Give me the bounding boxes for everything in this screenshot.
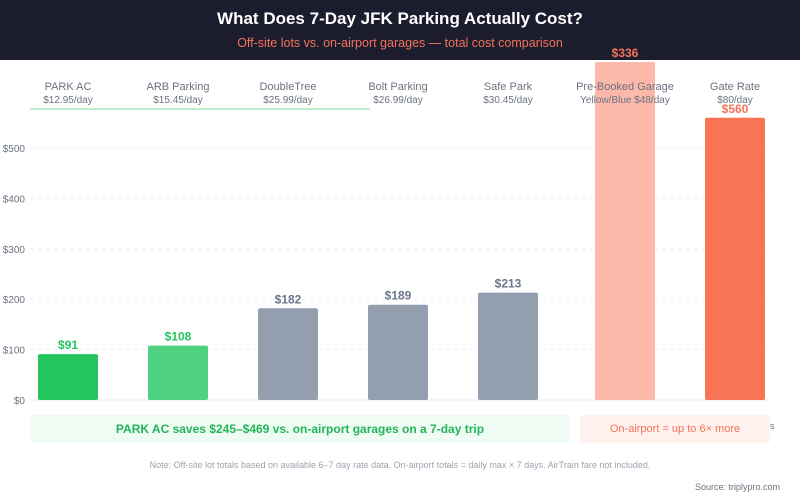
category-name: Safe Park bbox=[483, 81, 533, 93]
daily-rate: $12.95/day bbox=[43, 95, 93, 106]
data-label: $213 bbox=[495, 277, 522, 291]
bar-bolt-parking bbox=[368, 304, 428, 400]
category-label: Bolt Parking $26.99/day bbox=[328, 81, 468, 106]
y-tick-label: $100 bbox=[3, 346, 26, 357]
category-name: Pre-Booked Garage bbox=[576, 81, 674, 93]
chart-subtitle: Off-site lots vs. on-airport garages — t… bbox=[237, 36, 563, 50]
y-tick-label: $400 bbox=[3, 194, 26, 205]
category-label: ARB Parking $15.45/day bbox=[108, 81, 248, 106]
data-label-overlay: $336 bbox=[611, 46, 639, 60]
data-label: $91 bbox=[58, 338, 78, 352]
category-label: Gate Rate $80/day bbox=[665, 81, 800, 106]
category-name: Gate Rate bbox=[709, 81, 761, 93]
onairport-callout: On-airport = up to 6× more bbox=[580, 415, 770, 443]
y-tick-label: $0 bbox=[14, 396, 26, 407]
y-tick-label: $200 bbox=[3, 295, 26, 306]
bars bbox=[38, 62, 765, 400]
daily-rate: Yellow/Blue $48/day bbox=[580, 95, 670, 106]
category-label: PARK AC $12.95/day bbox=[0, 81, 138, 106]
y-tick-label: $500 bbox=[3, 144, 26, 155]
source-credit: Source: triplypro.com bbox=[694, 482, 780, 492]
category-label: Safe Park $30.45/day bbox=[438, 81, 578, 106]
offsite-group-underline bbox=[30, 108, 370, 110]
data-label: $189 bbox=[385, 289, 412, 303]
data-label: $108 bbox=[165, 330, 192, 344]
bar-safe-park bbox=[478, 292, 538, 400]
category-label: DoubleTree $25.99/day bbox=[218, 81, 358, 106]
data-label: $560 bbox=[722, 102, 749, 116]
daily-rate: $30.45/day bbox=[483, 95, 533, 106]
daily-rate: $15.45/day bbox=[153, 95, 203, 106]
savings-callout: PARK AC saves $245–$469 vs. on-airport g… bbox=[30, 415, 570, 443]
bar-doubletree bbox=[258, 308, 318, 400]
category-name: DoubleTree bbox=[259, 81, 317, 93]
bar-gate-rate bbox=[705, 117, 765, 400]
daily-rate: $80/day bbox=[717, 95, 753, 106]
category-name: Bolt Parking bbox=[368, 81, 428, 93]
header-banner: What Does 7-Day JFK Parking Actually Cos… bbox=[0, 0, 800, 60]
daily-rate: $26.99/day bbox=[373, 95, 423, 106]
y-tick-label: $300 bbox=[3, 245, 26, 256]
category-name: PARK AC bbox=[44, 81, 92, 93]
bar-pre-booked-garage bbox=[595, 62, 655, 400]
bar-park-ac bbox=[38, 354, 98, 400]
daily-rate: $25.99/day bbox=[263, 95, 313, 106]
category-label: Pre-Booked Garage Yellow/Blue $48/day bbox=[555, 81, 695, 106]
stray-text: s bbox=[770, 421, 775, 431]
footnote: Note: Off-site lot totals based on avail… bbox=[149, 460, 651, 470]
category-name: ARB Parking bbox=[146, 81, 210, 93]
bar-arb-parking bbox=[148, 345, 208, 400]
y-axis-ticks: $0 $100 $200 $300 $400 $500 bbox=[3, 144, 26, 407]
data-label: $182 bbox=[275, 292, 302, 306]
chart-title: What Does 7-Day JFK Parking Actually Cos… bbox=[217, 9, 583, 28]
